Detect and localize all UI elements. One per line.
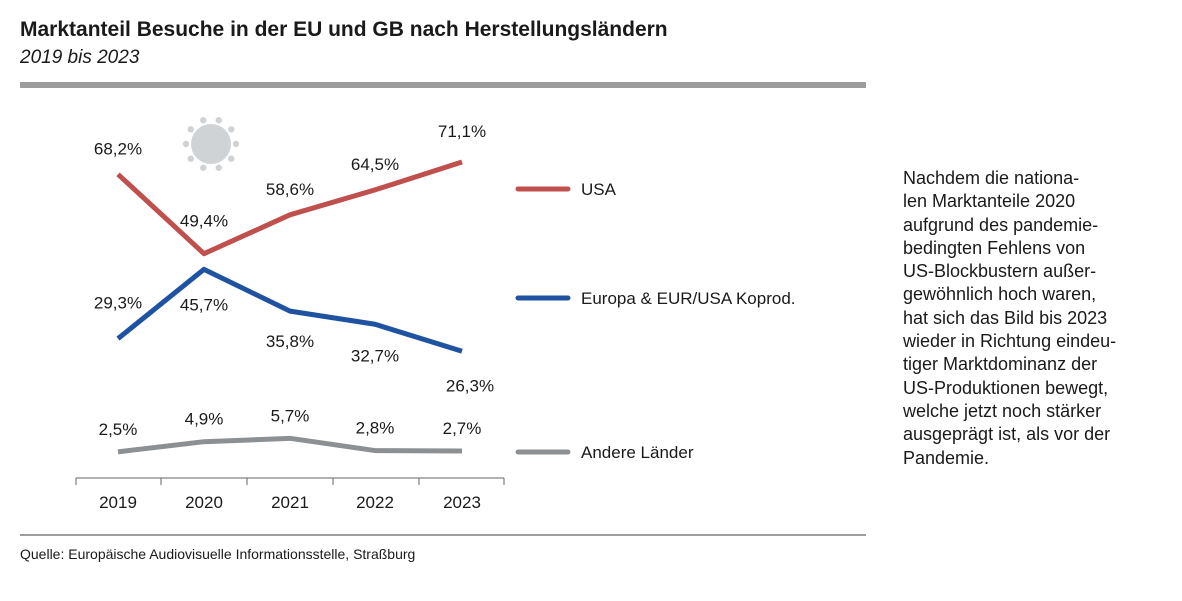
commentary-line: Nachdem die nationa- [903, 168, 1080, 188]
x-tick-label: 2019 [99, 493, 137, 512]
data-label: 58,6% [266, 180, 314, 199]
data-label: 4,9% [185, 410, 224, 429]
data-label: 45,7% [180, 295, 228, 314]
data-label: 2,7% [443, 419, 482, 438]
commentary-line: tiger Marktdominanz der [903, 354, 1098, 375]
legend-label: Europa & EUR/USA Koprod. [581, 289, 796, 308]
data-label: 49,4% [180, 212, 228, 231]
data-label: 2,5% [99, 420, 138, 439]
virus-icon-spike [215, 164, 222, 171]
x-tick-label: 2022 [356, 493, 394, 512]
commentary-line: US-Produktionen bewegt, [903, 377, 1109, 398]
virus-icon-spike [200, 117, 207, 124]
commentary-line: wieder in Richtung eindeu- [903, 331, 1117, 352]
x-tick-label: 2020 [185, 493, 223, 512]
virus-icon-spike [228, 155, 235, 162]
virus-icon [191, 124, 231, 164]
data-label: 71,1% [438, 122, 486, 141]
line-chart: 2019 2020 2021 2022 2023 68,2% 49,4% 58,6% 64,5%… [75, 117, 796, 512]
top-rule [20, 82, 866, 88]
commentary-line: ausgeprägt ist, als vor der [903, 424, 1111, 445]
data-label: 29,3% [94, 294, 142, 313]
virus-icon-spike [187, 155, 194, 162]
data-label: 64,5% [351, 155, 399, 174]
x-tick-label: 2023 [443, 493, 481, 512]
data-label: 26,3% [446, 376, 494, 395]
data-label: 35,8% [266, 332, 314, 351]
x-tick-label: 2021 [271, 493, 309, 512]
series-line-2 [117, 435, 463, 455]
virus-icon-spike [215, 117, 222, 124]
legend-label: USA [581, 180, 617, 199]
commentary-line: aufgrund des pandemie- [903, 214, 1099, 235]
virus-icon-spike [228, 126, 235, 133]
data-label: 5,7% [271, 406, 310, 425]
commentary-line: Pandemie. [903, 447, 990, 468]
legend-label: Andere Länder [581, 443, 694, 462]
source-note: Quelle: Europäische Audiovisuelle Inform… [20, 546, 416, 562]
commentary-line: len Marktanteile 2020 [903, 191, 1076, 212]
bottom-rule [20, 534, 866, 536]
commentary-line: US-Blockbustern außer- [903, 261, 1097, 282]
virus-icon-spike [200, 164, 207, 171]
commentary-line: gewöhnlich hoch waren, [903, 284, 1097, 305]
chart-subtitle: 2019 bis 2023 [20, 47, 140, 68]
series-line-0 [116, 159, 463, 257]
data-label: 2,8% [356, 419, 395, 438]
commentary-text: Nachdem die nationa-len Marktanteile 202… [903, 167, 1173, 470]
commentary-line: hat sich das Bild bis 2023 [903, 307, 1108, 328]
virus-icon-spike [187, 126, 194, 133]
commentary-line: bedingten Fehlens von [903, 237, 1086, 258]
virus-icon-spike [182, 140, 190, 148]
data-label: 32,7% [351, 346, 399, 365]
chart-title: Marktanteil Besuche in der EU und GB nac… [20, 18, 668, 41]
commentary-line: welche jetzt noch stärker [903, 400, 1102, 421]
data-label: 68,2% [94, 139, 142, 158]
virus-icon-spike [232, 140, 240, 148]
